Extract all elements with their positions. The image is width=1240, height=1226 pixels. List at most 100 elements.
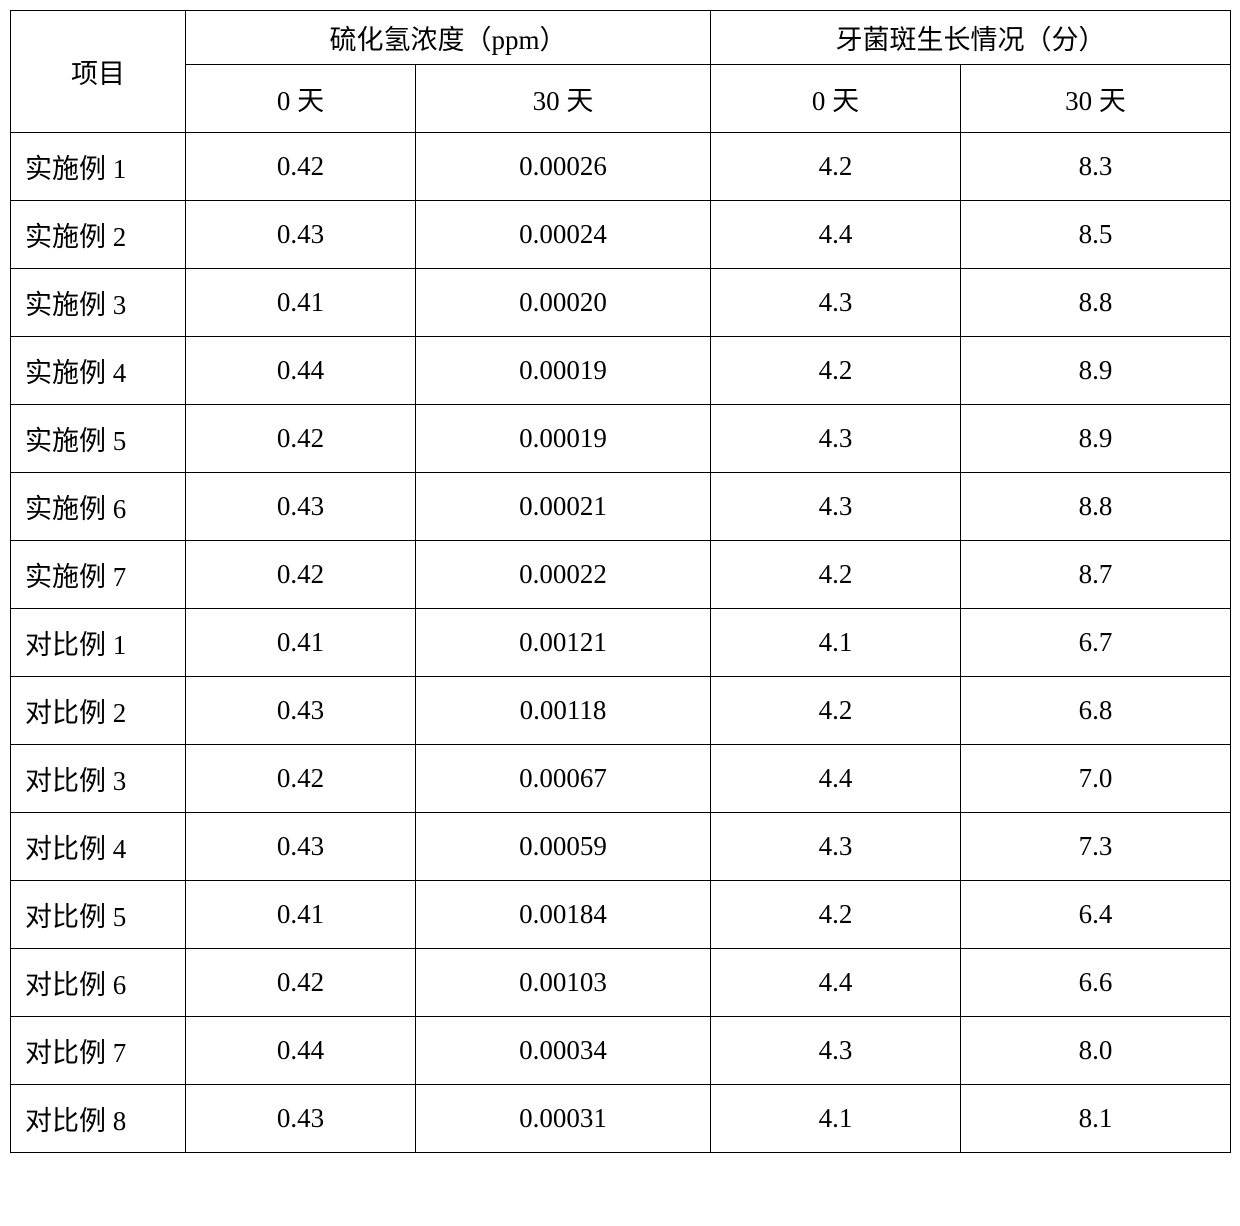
cell-c2: 0.00022	[416, 541, 711, 609]
table-row: 实施例 20.430.000244.48.5	[11, 201, 1231, 269]
cell-c4: 8.9	[961, 337, 1231, 405]
table-row: 对比例 30.420.000674.47.0	[11, 745, 1231, 813]
cell-c2: 0.00019	[416, 337, 711, 405]
cell-c3: 4.3	[711, 405, 961, 473]
table-row: 实施例 50.420.000194.38.9	[11, 405, 1231, 473]
row-label: 实施例 2	[11, 201, 186, 269]
cell-c1: 0.42	[186, 133, 416, 201]
row-label: 实施例 7	[11, 541, 186, 609]
cell-c1: 0.42	[186, 405, 416, 473]
cell-c3: 4.2	[711, 677, 961, 745]
cell-c2: 0.00034	[416, 1017, 711, 1085]
table-row: 实施例 30.410.000204.38.8	[11, 269, 1231, 337]
cell-c4: 8.0	[961, 1017, 1231, 1085]
table-row: 对比例 10.410.001214.16.7	[11, 609, 1231, 677]
cell-c3: 4.4	[711, 949, 961, 1017]
table-row: 对比例 60.420.001034.46.6	[11, 949, 1231, 1017]
table-body: 实施例 10.420.000264.28.3实施例 20.430.000244.…	[11, 133, 1231, 1153]
row-label: 对比例 7	[11, 1017, 186, 1085]
cell-c2: 0.00067	[416, 745, 711, 813]
cell-c4: 6.4	[961, 881, 1231, 949]
cell-c1: 0.44	[186, 337, 416, 405]
row-label: 实施例 5	[11, 405, 186, 473]
row-label: 实施例 3	[11, 269, 186, 337]
row-label: 对比例 8	[11, 1085, 186, 1153]
cell-c1: 0.41	[186, 269, 416, 337]
cell-c4: 7.3	[961, 813, 1231, 881]
cell-c1: 0.42	[186, 949, 416, 1017]
cell-c2: 0.00184	[416, 881, 711, 949]
cell-c4: 8.7	[961, 541, 1231, 609]
cell-c4: 6.7	[961, 609, 1231, 677]
header-row-label: 项目	[11, 11, 186, 133]
cell-c3: 4.1	[711, 609, 961, 677]
cell-c2: 0.00021	[416, 473, 711, 541]
cell-c2: 0.00121	[416, 609, 711, 677]
cell-c4: 8.8	[961, 269, 1231, 337]
cell-c3: 4.1	[711, 1085, 961, 1153]
cell-c1: 0.41	[186, 881, 416, 949]
row-label: 实施例 6	[11, 473, 186, 541]
row-label: 对比例 6	[11, 949, 186, 1017]
cell-c1: 0.43	[186, 677, 416, 745]
header-sub-3: 0 天	[711, 65, 961, 133]
cell-c2: 0.00026	[416, 133, 711, 201]
cell-c4: 6.6	[961, 949, 1231, 1017]
cell-c2: 0.00059	[416, 813, 711, 881]
row-label: 实施例 4	[11, 337, 186, 405]
cell-c2: 0.00031	[416, 1085, 711, 1153]
cell-c3: 4.2	[711, 881, 961, 949]
cell-c3: 4.2	[711, 133, 961, 201]
cell-c4: 7.0	[961, 745, 1231, 813]
table-row: 对比例 40.430.000594.37.3	[11, 813, 1231, 881]
cell-c1: 0.43	[186, 1085, 416, 1153]
cell-c4: 8.9	[961, 405, 1231, 473]
cell-c1: 0.43	[186, 201, 416, 269]
header-sub-2: 30 天	[416, 65, 711, 133]
cell-c3: 4.3	[711, 1017, 961, 1085]
cell-c3: 4.2	[711, 541, 961, 609]
cell-c3: 4.3	[711, 269, 961, 337]
cell-c1: 0.44	[186, 1017, 416, 1085]
row-label: 对比例 4	[11, 813, 186, 881]
table-row: 实施例 40.440.000194.28.9	[11, 337, 1231, 405]
cell-c1: 0.41	[186, 609, 416, 677]
table-row: 实施例 60.430.000214.38.8	[11, 473, 1231, 541]
table-row: 对比例 50.410.001844.26.4	[11, 881, 1231, 949]
table-row: 对比例 20.430.001184.26.8	[11, 677, 1231, 745]
cell-c3: 4.4	[711, 745, 961, 813]
row-label: 对比例 1	[11, 609, 186, 677]
table-row: 对比例 80.430.000314.18.1	[11, 1085, 1231, 1153]
cell-c3: 4.4	[711, 201, 961, 269]
cell-c1: 0.43	[186, 813, 416, 881]
cell-c1: 0.42	[186, 745, 416, 813]
table-row: 对比例 70.440.000344.38.0	[11, 1017, 1231, 1085]
header-sub-4: 30 天	[961, 65, 1231, 133]
row-label: 对比例 5	[11, 881, 186, 949]
cell-c2: 0.00024	[416, 201, 711, 269]
header-group-1: 硫化氢浓度（ppm）	[186, 11, 711, 65]
cell-c4: 8.1	[961, 1085, 1231, 1153]
cell-c3: 4.3	[711, 813, 961, 881]
cell-c2: 0.00019	[416, 405, 711, 473]
row-label: 对比例 2	[11, 677, 186, 745]
header-sub-1: 0 天	[186, 65, 416, 133]
cell-c2: 0.00020	[416, 269, 711, 337]
cell-c4: 6.8	[961, 677, 1231, 745]
table-row: 实施例 70.420.000224.28.7	[11, 541, 1231, 609]
row-label: 实施例 1	[11, 133, 186, 201]
row-label: 对比例 3	[11, 745, 186, 813]
cell-c4: 8.8	[961, 473, 1231, 541]
cell-c2: 0.00118	[416, 677, 711, 745]
cell-c3: 4.2	[711, 337, 961, 405]
table-header: 项目 硫化氢浓度（ppm） 牙菌斑生长情况（分） 0 天 30 天 0 天 30…	[11, 11, 1231, 133]
cell-c3: 4.3	[711, 473, 961, 541]
cell-c1: 0.43	[186, 473, 416, 541]
cell-c4: 8.3	[961, 133, 1231, 201]
header-group-2: 牙菌斑生长情况（分）	[711, 11, 1231, 65]
table-row: 实施例 10.420.000264.28.3	[11, 133, 1231, 201]
data-table: 项目 硫化氢浓度（ppm） 牙菌斑生长情况（分） 0 天 30 天 0 天 30…	[10, 10, 1231, 1153]
cell-c2: 0.00103	[416, 949, 711, 1017]
cell-c4: 8.5	[961, 201, 1231, 269]
cell-c1: 0.42	[186, 541, 416, 609]
